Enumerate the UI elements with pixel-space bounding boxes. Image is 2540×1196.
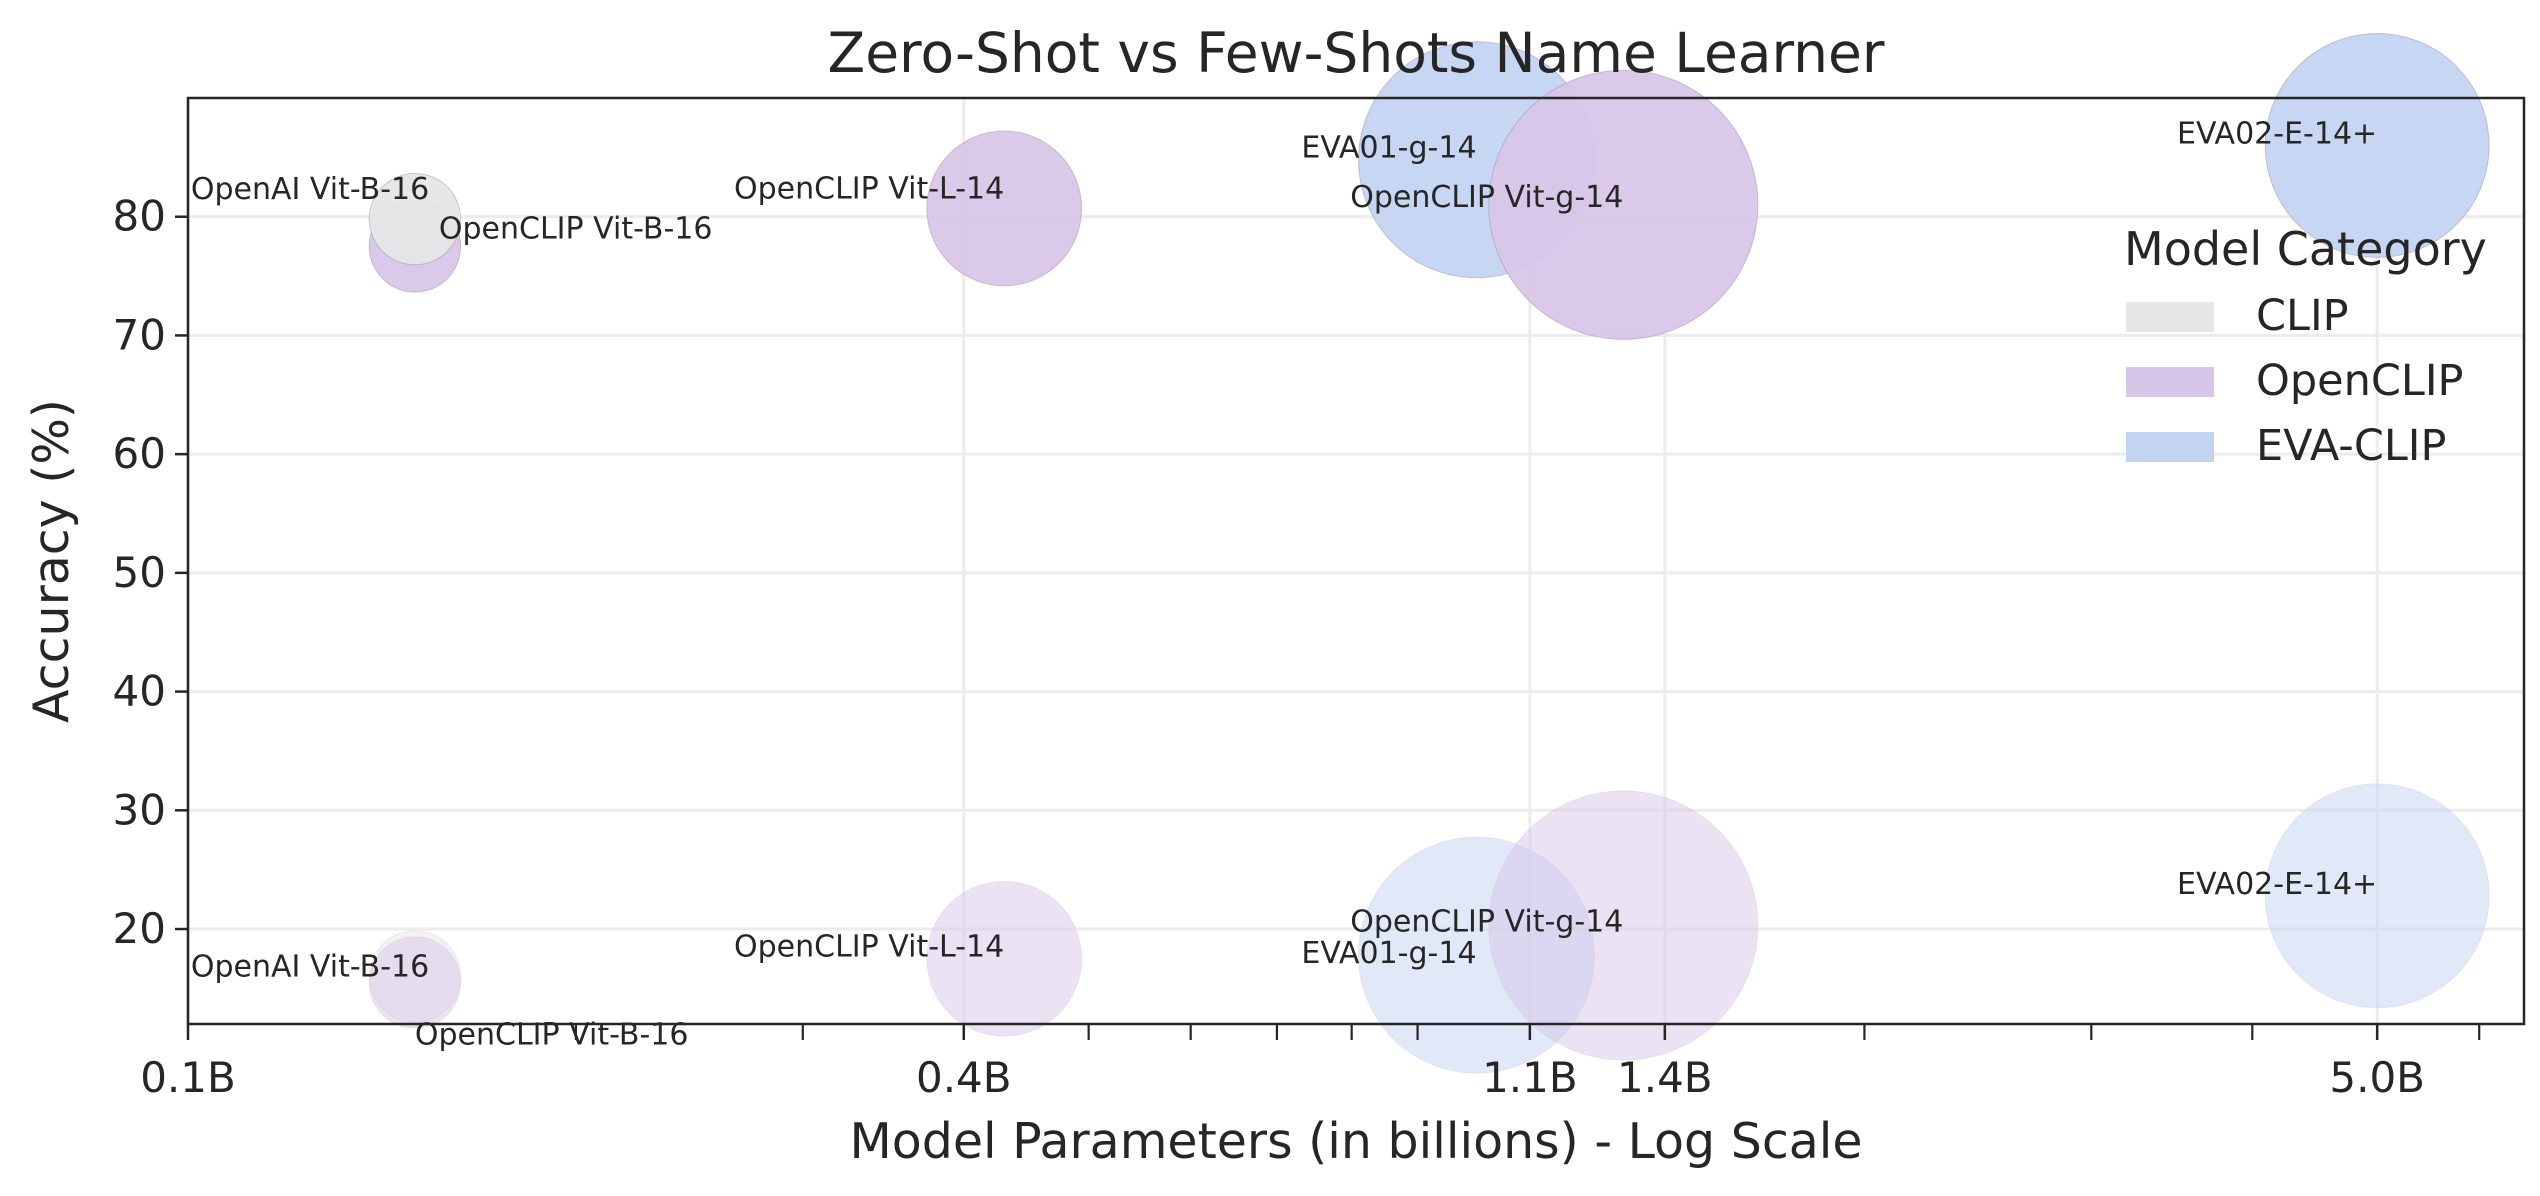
plot-frame xyxy=(186,96,2526,1026)
bubble-point xyxy=(368,172,462,266)
legend-label: EVA-CLIP xyxy=(2256,421,2446,471)
bubbles xyxy=(368,33,2490,1074)
legend-entries: CLIP OpenCLIP EVA-CLIP xyxy=(2126,291,2463,471)
bubble-point xyxy=(1488,69,1759,340)
x-tick-label: 1.4B xyxy=(1617,1053,1713,1102)
point-labels: OpenCLIP Vit-B-16 OpenAI Vit-B-16 OpenCLIP… xyxy=(191,116,2377,1052)
point-label: OpenCLIP Vit-g-14 xyxy=(1350,904,1623,939)
point-label: OpenCLIP Vit-g-14 xyxy=(1350,180,1623,215)
bubble-point xyxy=(2264,33,2490,258)
point-label: OpenCLIP Vit-B-16 xyxy=(415,1017,689,1052)
point-label: OpenCLIP Vit-L-14 xyxy=(734,171,1004,206)
bubble-point xyxy=(368,936,462,1029)
bubble-point xyxy=(2264,783,2490,1009)
bubble-point xyxy=(1488,790,1759,1061)
point-label: EVA01-g-14 xyxy=(1301,131,1476,166)
x-axis-label: Model Parameters (in billions) - Log Sca… xyxy=(849,1113,1862,1170)
y-axis-label: Accuracy (%) xyxy=(23,399,80,723)
y-tick-label: 30 xyxy=(113,785,166,834)
point-label: EVA02-E-14+ xyxy=(2177,867,2377,902)
legend-label: OpenCLIP xyxy=(2256,356,2463,406)
point-label: OpenCLIP Vit-L-14 xyxy=(734,930,1004,965)
x-tick-label: 0.1B xyxy=(140,1053,236,1102)
y-tick-label: 70 xyxy=(113,310,166,359)
axis-ticks: 20 30 40 50 60 70 80 0.1B 0.4B 1.1B 1.4B 5.0B xyxy=(113,192,2481,1102)
bubble-point xyxy=(926,880,1083,1037)
legend-label: CLIP xyxy=(2256,291,2349,341)
y-tick-label: 20 xyxy=(113,904,166,953)
point-label: OpenCLIP Vit-B-16 xyxy=(439,211,713,246)
point-label: OpenAI Vit-B-16 xyxy=(191,172,429,207)
point-label: EVA01-g-14 xyxy=(1301,936,1476,971)
y-tick-label: 40 xyxy=(113,667,166,716)
bubble-point xyxy=(926,130,1083,287)
chart-title: Zero-Shot vs Few-Shots Name Learner xyxy=(828,21,1885,85)
y-tick-label: 60 xyxy=(113,429,166,478)
x-tick-label: 5.0B xyxy=(2329,1053,2425,1102)
legend-title: Model Category xyxy=(2124,222,2487,276)
legend: Model Category CLIP OpenCLIP EVA-CLIP xyxy=(2124,222,2487,471)
y-tick-label: 50 xyxy=(113,548,166,597)
point-label: EVA02-E-14+ xyxy=(2177,116,2377,151)
legend-swatch xyxy=(2126,367,2214,397)
x-tick-label: 0.4B xyxy=(916,1053,1012,1102)
legend-swatch xyxy=(2126,432,2214,462)
legend-swatch xyxy=(2126,302,2214,332)
x-tick-label: 1.1B xyxy=(1482,1053,1578,1102)
point-label: OpenAI Vit-B-16 xyxy=(191,950,429,985)
y-tick-label: 80 xyxy=(113,192,166,241)
